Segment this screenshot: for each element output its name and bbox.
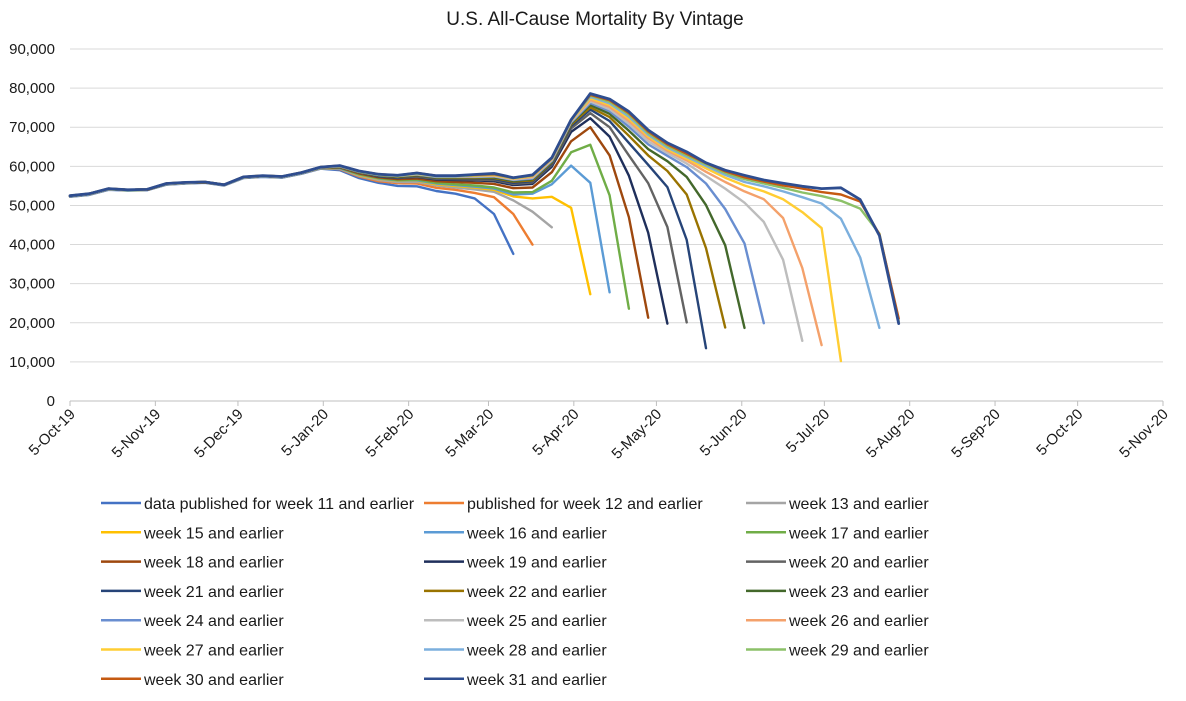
y-tick-label: 20,000 <box>9 315 55 332</box>
legend-label: week 18 and earlier <box>143 555 284 572</box>
legend-item: week 27 and earlier <box>101 643 284 660</box>
series-line-19 <box>68 92 901 326</box>
legend-item: week 29 and earlier <box>746 643 929 660</box>
legend-label: week 22 and earlier <box>466 584 607 601</box>
y-tick-label: 60,000 <box>9 158 55 175</box>
legend-label: week 19 and earlier <box>466 555 607 572</box>
x-tick-label: 5-Dec-19 <box>191 406 247 462</box>
legend-label: week 20 and earlier <box>788 555 929 572</box>
legend: data published for week 11 and earlier pu… <box>101 496 929 689</box>
legend-label: week 28 and earlier <box>466 643 607 660</box>
series-line-15 <box>68 97 843 363</box>
legend-item: data published for week 11 and earlier <box>101 496 415 513</box>
legend-label: week 31 and earlier <box>466 672 607 689</box>
legend-item: week 24 and earlier <box>101 613 284 630</box>
legend-label: week 25 and earlier <box>466 613 607 630</box>
legend-item: week 28 and earlier <box>424 643 607 660</box>
y-tick-label: 50,000 <box>9 197 55 214</box>
y-axis: 0 10,000 20,000 30,000 40,000 50,000 60,000 70,… <box>9 41 55 410</box>
legend-label: week 24 and earlier <box>143 613 284 630</box>
legend-item: week 17 and earlier <box>746 525 929 542</box>
legend-label: week 27 and earlier <box>143 643 284 660</box>
legend-item: week 18 and earlier <box>101 555 284 572</box>
series-line-14 <box>68 98 823 347</box>
series-line-9 <box>68 108 708 350</box>
series-line-16 <box>68 95 881 330</box>
legend-item: week 21 and earlier <box>101 584 284 601</box>
legend-item: week 25 and earlier <box>424 613 607 630</box>
x-tick-label: 5-May-20 <box>608 406 665 463</box>
legend-item: week 20 and earlier <box>746 555 929 572</box>
y-tick-label: 70,000 <box>9 119 55 136</box>
legend-label: week 23 and earlier <box>788 584 929 601</box>
x-tick-label: 5-Apr-20 <box>529 406 582 459</box>
legend-label: published for week 12 and earlier <box>467 496 703 513</box>
y-tick-label: 30,000 <box>9 276 55 293</box>
x-tick-label: 5-Sep-20 <box>948 406 1004 462</box>
x-tick-label: 5-Aug-20 <box>863 406 919 462</box>
legend-item: week 15 and earlier <box>101 525 284 542</box>
legend-item: week 23 and earlier <box>746 584 929 601</box>
x-axis: 5-Oct-19 5-Nov-19 5-Dec-19 5-Jan-20 5-Feb-20… <box>26 401 1172 463</box>
plot-area <box>68 92 901 363</box>
legend-label: week 26 and earlier <box>788 613 929 630</box>
y-tick-label: 0 <box>47 393 55 410</box>
series-line-6 <box>68 125 650 319</box>
legend-label: week 21 and earlier <box>143 584 284 601</box>
x-tick-label: 5-Jan-20 <box>278 406 332 460</box>
legend-item: week 22 and earlier <box>424 584 607 601</box>
legend-label: week 16 and earlier <box>466 525 607 542</box>
legend-item: week 30 and earlier <box>101 672 284 689</box>
legend-item: week 31 and earlier <box>424 672 607 689</box>
x-tick-label: 5-Jun-20 <box>697 406 751 460</box>
legend-label: week 15 and earlier <box>143 525 284 542</box>
y-tick-label: 40,000 <box>9 237 55 254</box>
legend-item: week 13 and earlier <box>746 496 929 513</box>
y-tick-label: 90,000 <box>9 41 55 58</box>
x-tick-label: 5-Oct-19 <box>26 406 79 459</box>
legend-label: week 29 and earlier <box>788 643 929 660</box>
x-tick-label: 5-Mar-20 <box>442 406 497 461</box>
x-tick-label: 5-Feb-20 <box>362 406 417 461</box>
legend-item: week 26 and earlier <box>746 613 929 630</box>
y-tick-label: 10,000 <box>9 354 55 371</box>
series-line-13 <box>68 100 804 342</box>
legend-label: data published for week 11 and earlier <box>144 496 415 513</box>
legend-label: week 13 and earlier <box>788 496 929 513</box>
x-tick-label: 5-Nov-19 <box>109 406 165 462</box>
x-tick-label: 5-Nov-20 <box>1116 406 1172 462</box>
series-line-8 <box>68 111 688 324</box>
y-tick-label: 80,000 <box>9 80 55 97</box>
chart-title: U.S. All-Cause Mortality By Vintage <box>446 9 743 30</box>
gridlines <box>70 48 1163 402</box>
legend-item: published for week 12 and earlier <box>424 496 703 513</box>
x-tick-label: 5-Jul-20 <box>783 406 833 456</box>
legend-item: week 16 and earlier <box>424 525 607 542</box>
x-tick-label: 5-Oct-20 <box>1033 406 1086 459</box>
legend-item: week 19 and earlier <box>424 555 607 572</box>
legend-label: week 30 and earlier <box>143 672 284 689</box>
legend-label: week 17 and earlier <box>788 525 929 542</box>
